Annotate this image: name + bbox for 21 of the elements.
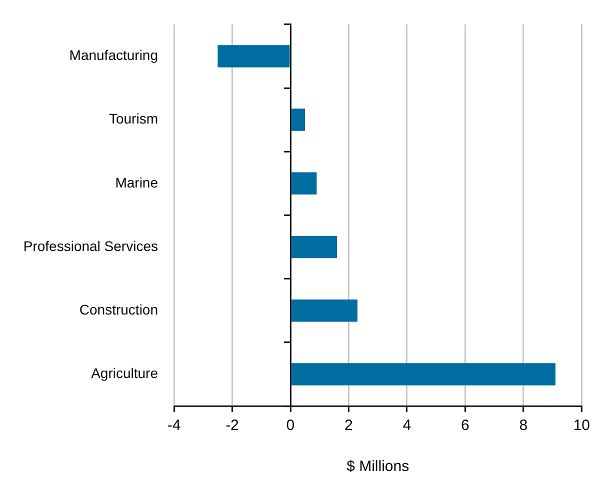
x-tick-label: 10 (573, 417, 590, 434)
x-tick-label: 2 (344, 417, 353, 434)
bar (291, 236, 338, 258)
y-tick-label: Marine (115, 174, 158, 190)
bar (291, 363, 556, 386)
x-tick-label: 8 (519, 417, 528, 434)
y-tick-label: Agriculture (91, 365, 158, 382)
bar (218, 45, 290, 68)
x-tick-label: 4 (402, 417, 412, 434)
y-tick-label: Professional Services (23, 238, 158, 254)
x-tick-label: -4 (167, 417, 181, 434)
y-tick-label: Manufacturing (69, 47, 158, 64)
x-axis-title: $ Millions (346, 458, 410, 476)
y-tick-label: Tourism (108, 110, 158, 127)
bar (291, 299, 358, 322)
bar (291, 108, 306, 131)
x-tick-label: 6 (461, 417, 470, 434)
x-tick-label: 0 (286, 417, 295, 434)
x-tick-label: -2 (226, 417, 239, 434)
bar (291, 172, 317, 195)
y-tick-label: Construction (79, 301, 158, 318)
